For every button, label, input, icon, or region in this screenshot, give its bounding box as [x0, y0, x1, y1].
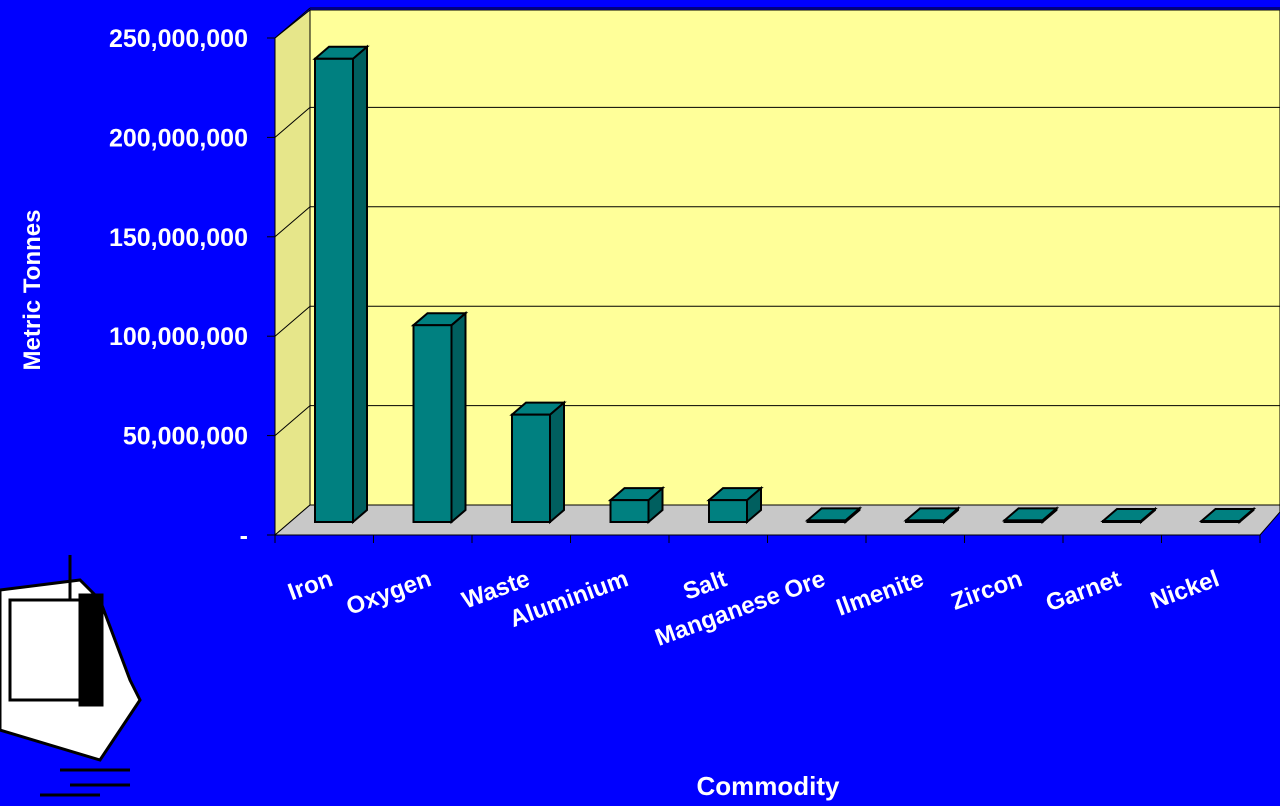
bar-side — [450, 311, 467, 525]
y-axis-title: Metric Tonnes — [19, 210, 46, 371]
bar — [1102, 520, 1142, 523]
grid-line-side — [274, 107, 311, 138]
y-tick-label: - — [240, 522, 248, 550]
bar — [511, 413, 551, 524]
bar — [905, 519, 945, 524]
grid-line-side — [274, 7, 311, 39]
bar — [1003, 519, 1044, 524]
x-tick-label: Ilmenite — [833, 565, 927, 621]
y-tick-label: 150,000,000 — [109, 224, 248, 252]
back-wall — [309, 9, 1280, 506]
x-tick-label: Oxygen — [343, 565, 435, 620]
x-tick-label: Manganese Ore — [652, 565, 829, 652]
ship-funnel — [78, 593, 104, 707]
bar — [708, 499, 748, 523]
x-tick-label: Iron — [284, 565, 336, 606]
grid-line-side — [274, 405, 311, 436]
bar — [806, 519, 847, 524]
x-tick-label: Nickel — [1147, 565, 1223, 615]
bar — [609, 499, 650, 523]
bar-side — [549, 400, 565, 525]
x-tick-label: Garnet — [1042, 565, 1124, 617]
grid-line-side — [274, 206, 311, 238]
x-axis-title: Commodity — [697, 771, 841, 801]
bar — [412, 324, 453, 523]
y-tick-label: 50,000,000 — [123, 423, 248, 451]
bar — [1200, 520, 1241, 523]
ship-waves — [40, 768, 130, 797]
x-tick-label: Zircon — [948, 565, 1026, 615]
bar — [314, 57, 354, 524]
ship-cabin — [8, 598, 92, 702]
bar-side — [352, 44, 368, 525]
side-wall — [274, 8, 311, 537]
grid-line-side — [274, 305, 311, 337]
ship-illustration — [0, 555, 142, 797]
y-tick-label: 100,000,000 — [109, 323, 248, 351]
y-tick-label: 200,000,000 — [109, 124, 248, 152]
y-tick-label: 250,000,000 — [109, 25, 248, 53]
